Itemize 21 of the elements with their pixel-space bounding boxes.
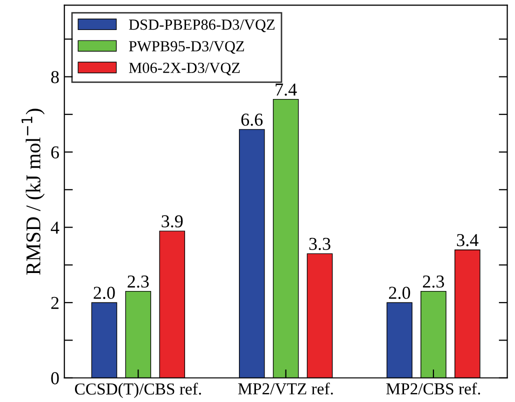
data-label: 2.0	[389, 286, 410, 300]
data-label: 3.9	[162, 215, 183, 228]
data-label: 2.3	[422, 276, 444, 288]
data-label: 3.3	[309, 238, 330, 250]
legend-label: M06-2X-D3/VQZ	[128, 62, 240, 76]
data-label: 3.4	[456, 234, 478, 246]
y-tick-label: 0	[51, 372, 59, 384]
legend-label: PWPB95-D3/VQZ	[128, 41, 244, 54]
x-tick-label: CCSD(T)/CBS ref.	[74, 382, 201, 398]
data-label: 7.4	[276, 84, 297, 96]
x-tick-label: MP2/VTZ ref.	[238, 382, 333, 395]
data-label: 6.6	[241, 114, 263, 126]
y-tick-label: 8	[51, 71, 59, 84]
y-tick-label: 6	[51, 146, 59, 158]
data-label: 2.0	[94, 286, 115, 300]
y-axis-title: RMSD / (kJ mol$^{−1}$)	[22, 108, 45, 275]
x-tick-label: MP2/CBS ref.	[386, 382, 480, 395]
y-tick-label: 2	[51, 296, 59, 309]
y-tick-label: 4	[50, 222, 60, 234]
data-label: 2.3	[128, 276, 149, 288]
legend-label: DSD-PBEP86-D3/VQZ	[128, 20, 275, 32]
